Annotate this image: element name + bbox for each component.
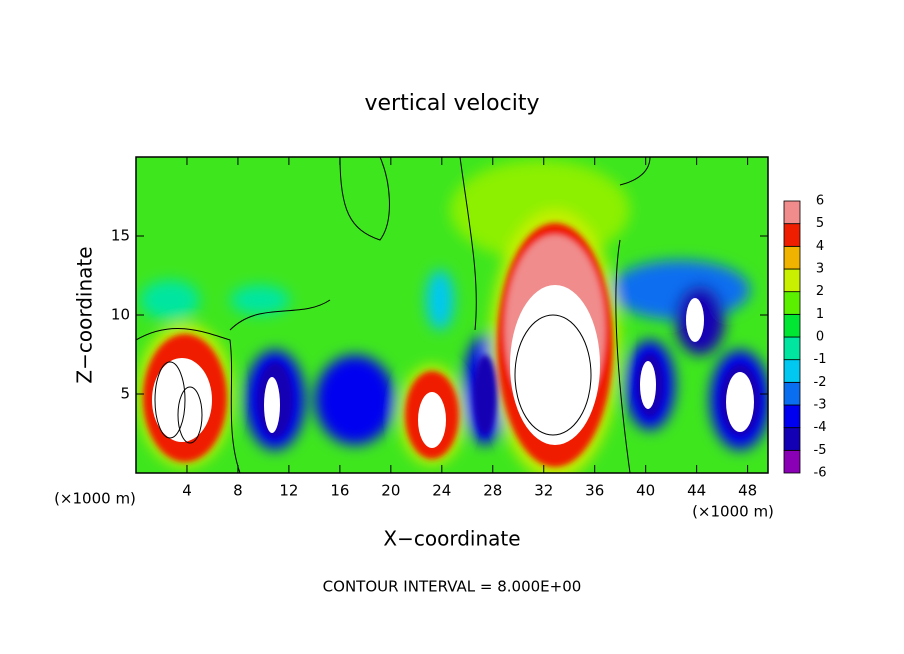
- colorbar-bin: [783, 313, 801, 338]
- colorbar-label: 2: [816, 284, 824, 299]
- colorbar-bin: [783, 291, 801, 315]
- x-tick-label: 20: [381, 482, 400, 500]
- colorbar-bin: [783, 404, 801, 429]
- chart-title: vertical velocity: [364, 91, 539, 116]
- colorbar-bin: [783, 449, 801, 474]
- x-tick-label: 12: [279, 482, 298, 500]
- colorbar-label: 4: [816, 239, 824, 254]
- field: [136, 157, 768, 473]
- x-tick-label: 16: [330, 482, 349, 500]
- x-tick-label: 28: [483, 482, 502, 500]
- y-tick-label: 5: [120, 385, 130, 403]
- x-tick-label: 8: [233, 482, 243, 500]
- colorbar-label: -4: [814, 420, 827, 435]
- colorbar-label: -5: [814, 443, 827, 458]
- colorbar-label: 0: [816, 330, 824, 345]
- colorbar-label: -1: [814, 352, 827, 367]
- colorbar-bin: [783, 245, 801, 270]
- x-tick-label: 44: [687, 482, 706, 500]
- y-axis-title: Z−coordinate: [73, 246, 97, 383]
- colorbar-label: 1: [816, 307, 824, 322]
- x-tick-label: 36: [585, 482, 604, 500]
- colorbar-bin: [783, 359, 801, 383]
- colorbar-label: -6: [814, 466, 827, 481]
- y-tick-label: 10: [111, 306, 130, 324]
- x-unit-left: (×1000 m): [54, 490, 136, 508]
- colorbar-bin: [783, 223, 801, 247]
- colorbar-bin: [783, 268, 801, 293]
- colorbar-label: -2: [814, 375, 827, 390]
- y-tick-label: 15: [111, 227, 130, 245]
- x-axis-title: X−coordinate: [383, 527, 520, 551]
- contour-note: CONTOUR INTERVAL = 8.000E+00: [323, 578, 582, 596]
- colorbar-label: 3: [816, 262, 824, 277]
- colorbar-bin: [783, 200, 801, 225]
- x-tick-label: 40: [636, 482, 655, 500]
- x-tick-label: 4: [182, 482, 192, 500]
- x-unit-right: (×1000 m): [692, 503, 774, 521]
- colorbar-label: 5: [816, 216, 824, 231]
- colorbar-label: -3: [814, 398, 827, 413]
- colorbar-bin: [783, 381, 801, 406]
- colorbar-bin: [783, 427, 801, 451]
- x-tick-label: 48: [738, 482, 757, 500]
- x-tick-label: 32: [534, 482, 553, 500]
- x-tick-label: 24: [432, 482, 451, 500]
- colorbar-label: 6: [816, 194, 824, 209]
- colorbar-bin: [783, 336, 801, 361]
